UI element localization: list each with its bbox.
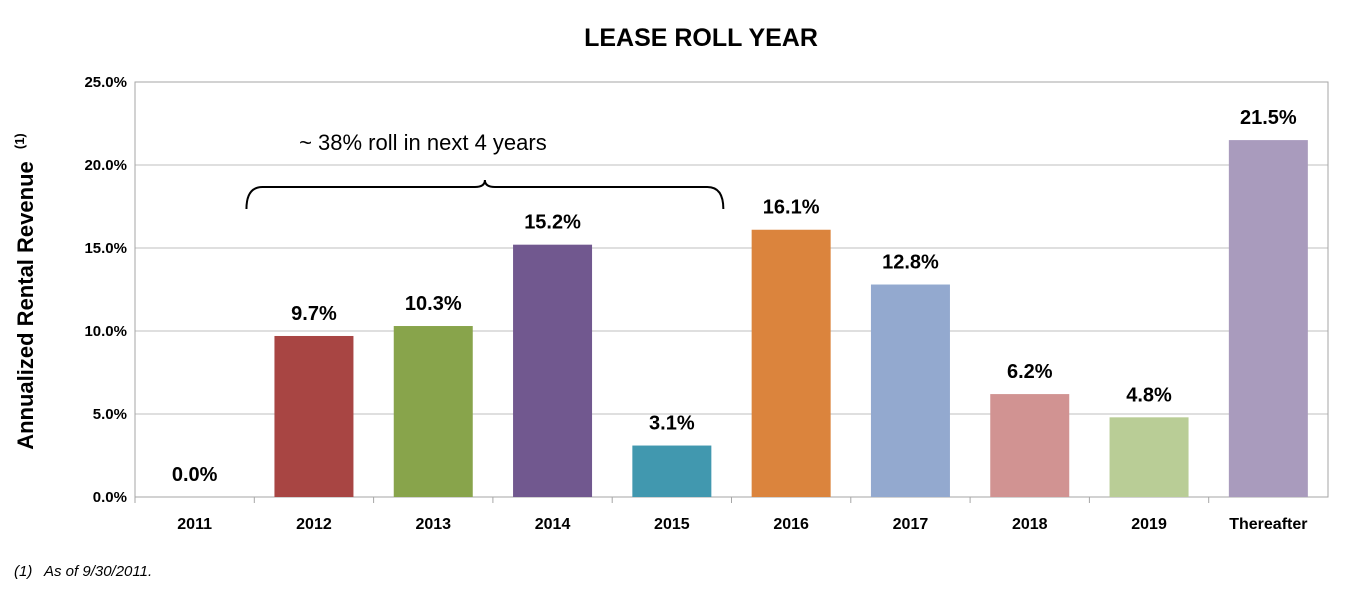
x-tick-label: 2014 [535, 516, 571, 533]
x-tick-label: 2015 [654, 516, 690, 533]
y-tick-label: 20.0% [84, 157, 127, 174]
bar-value-label: 16.1% [763, 197, 820, 219]
x-tick-label: 2019 [1131, 516, 1167, 533]
bar-value-label: 3.1% [649, 413, 695, 435]
bar-value-label: 4.8% [1126, 384, 1172, 406]
x-tick-label: Thereafter [1229, 516, 1307, 533]
bar-value-label: 9.7% [291, 303, 337, 325]
x-tick-label: 2012 [296, 516, 332, 533]
footnote-text: As of 9/30/2011. [44, 563, 153, 580]
chart-area: LEASE ROLL YEAR 0.0% 9.7% 10.3% 15.2% 3.1% 16… [12, 24, 1329, 533]
y-axis-ticks: 0.0% 5.0% 10.0% 15.0% 20.0% 25.0% [84, 74, 127, 506]
bars [274, 140, 1308, 498]
x-tick-label: 2013 [415, 516, 451, 533]
bar [513, 244, 593, 497]
annotation-text: ~ 38% roll in next 4 years [299, 130, 547, 155]
y-tick-label: 10.0% [84, 323, 127, 340]
bar-value-label: 0.0% [172, 464, 218, 486]
annotation-brace [245, 179, 725, 210]
x-tick-label: 2018 [1012, 516, 1048, 533]
x-tick-label: 2011 [177, 516, 212, 533]
y-axis-label-text: Annualized Rental Revenue [13, 161, 38, 450]
bar-value-label: 6.2% [1007, 361, 1053, 383]
footnote-marker: (1) [14, 563, 33, 580]
x-axis-ticks: 2011 2012 2013 2014 2015 2016 2017 2018 2019 Ther… [134, 497, 1307, 533]
bar [870, 284, 950, 497]
footnote: (1) As of 9/30/2011. [14, 563, 152, 580]
y-tick-label: 0.0% [93, 489, 127, 506]
bar-value-label: 10.3% [405, 293, 462, 315]
bar [632, 445, 712, 497]
y-axis-label-superscript: (1) [12, 133, 27, 149]
x-tick-label: 2016 [773, 516, 809, 533]
x-tick-label: 2017 [893, 516, 929, 533]
bar-value-label: 21.5% [1240, 107, 1297, 129]
bar [393, 326, 473, 497]
bar [990, 394, 1070, 497]
y-tick-label: 15.0% [84, 240, 127, 257]
bar [274, 335, 354, 497]
chart-title: LEASE ROLL YEAR [584, 24, 818, 52]
bar-value-label: 15.2% [524, 212, 581, 234]
y-tick-label: 5.0% [93, 406, 127, 423]
y-axis-label: Annualized Rental Revenue (1) [12, 133, 38, 450]
lease-roll-chart: LEASE ROLL YEAR 0.0% 9.7% 10.3% 15.2% 3.1% 16… [12, 24, 1329, 533]
value-labels: 0.0% 9.7% 10.3% 15.2% 3.1% 16.1% 12.8% 6.2% 4.8%… [172, 107, 1297, 486]
bar [751, 229, 831, 498]
bar-value-label: 12.8% [882, 252, 939, 274]
bar [1109, 417, 1189, 497]
bar [1228, 140, 1308, 497]
y-tick-label: 25.0% [84, 74, 127, 91]
